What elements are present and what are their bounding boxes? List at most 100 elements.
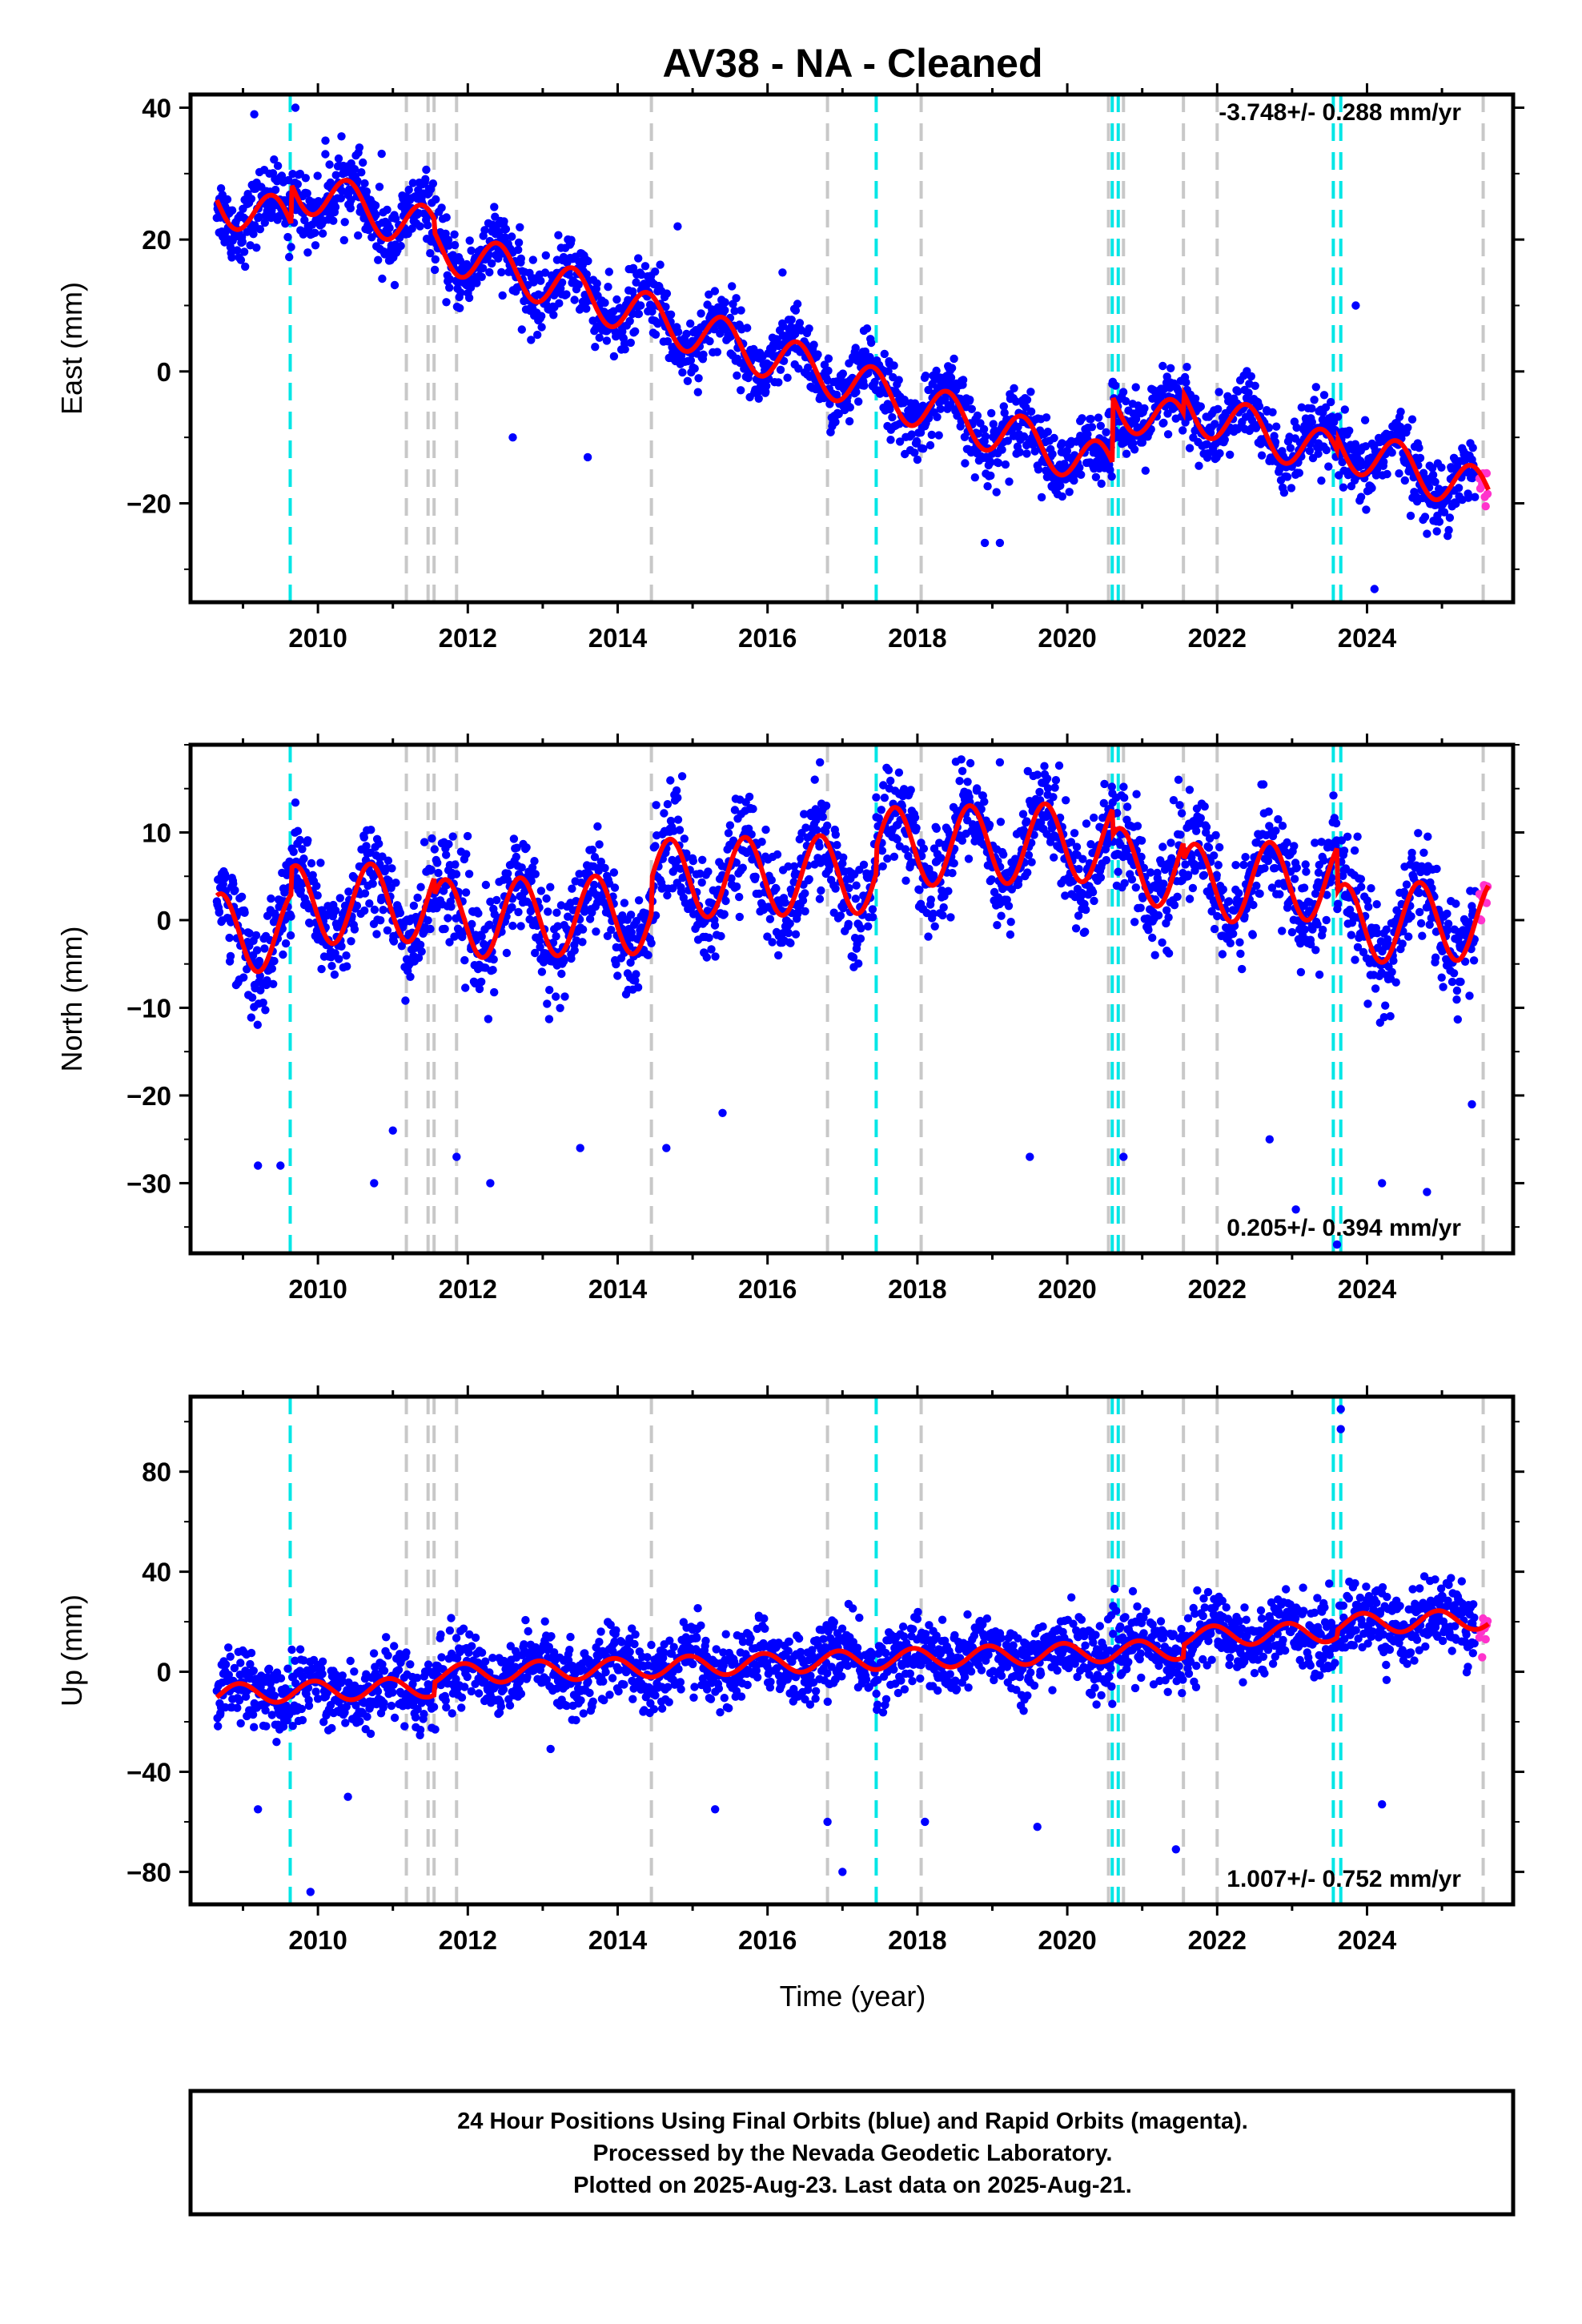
- final-orbit-point: [815, 895, 825, 903]
- final-orbit-point: [1075, 463, 1084, 472]
- final-orbit-point: [1363, 896, 1372, 905]
- final-orbit-point: [1129, 439, 1138, 448]
- final-orbit-point: [256, 986, 265, 995]
- final-orbit-point: [626, 338, 635, 348]
- final-orbit-point: [1454, 484, 1464, 493]
- final-orbit-point: [360, 906, 369, 915]
- final-orbit-point: [1215, 448, 1224, 458]
- final-orbit-point: [864, 368, 873, 378]
- final-orbit-point: [724, 829, 733, 838]
- final-orbit-point: [612, 295, 621, 304]
- final-orbit-point: [666, 310, 676, 319]
- final-orbit-point: [346, 203, 355, 213]
- final-orbit-point: [233, 246, 242, 255]
- final-orbit-point: [359, 833, 368, 842]
- final-orbit-point: [910, 448, 919, 457]
- final-orbit-point: [950, 858, 958, 868]
- final-orbit-point: [250, 1723, 259, 1731]
- x-tick-label: 2024: [1338, 1274, 1397, 1304]
- final-orbit-point: [1006, 930, 1015, 939]
- final-orbit-point: [220, 870, 230, 879]
- final-orbit-point: [237, 892, 247, 902]
- final-orbit-point: [539, 958, 548, 967]
- final-orbit-point: [1026, 407, 1036, 416]
- final-orbit-point: [285, 252, 294, 262]
- final-orbit-point: [1317, 838, 1326, 846]
- final-orbit-point: [383, 205, 391, 215]
- final-orbit-point: [1004, 902, 1014, 911]
- final-orbit-point: [854, 959, 863, 968]
- final-orbit-point: [1130, 918, 1139, 927]
- final-orbit-point: [1088, 887, 1098, 897]
- final-orbit-point: [1407, 912, 1415, 921]
- final-orbit-point: [227, 206, 237, 215]
- final-orbit-point: [932, 824, 942, 834]
- final-orbit-point: [560, 957, 568, 966]
- final-orbit-point: [774, 951, 783, 960]
- final-orbit-point: [492, 895, 501, 905]
- rapid-orbit-point: [1483, 489, 1492, 498]
- final-orbit-point: [922, 908, 931, 918]
- final-orbit-point: [343, 962, 351, 971]
- final-orbit-point: [247, 1013, 255, 1022]
- final-orbit-point: [1210, 851, 1219, 860]
- final-orbit-point: [1264, 807, 1273, 816]
- final-orbit-point: [1343, 832, 1352, 842]
- final-orbit-point: [388, 1126, 397, 1135]
- final-orbit-point: [901, 845, 910, 854]
- final-orbit-point: [508, 232, 516, 241]
- final-orbit-point: [980, 797, 989, 806]
- final-orbit-point: [490, 987, 499, 997]
- x-tick-label: 2012: [439, 623, 497, 653]
- final-orbit-point: [1014, 422, 1022, 432]
- final-orbit-point: [1278, 822, 1287, 830]
- rapid-orbit-point: [1482, 468, 1492, 478]
- final-orbit-point: [287, 243, 295, 251]
- final-orbit-point: [477, 932, 486, 941]
- final-orbit-point: [926, 440, 935, 450]
- final-orbit-point: [456, 288, 465, 297]
- final-orbit-point: [861, 347, 870, 356]
- final-orbit-point: [391, 214, 400, 223]
- final-orbit-point: [490, 910, 499, 919]
- final-orbit-point: [705, 336, 714, 346]
- final-orbit-point: [1445, 513, 1455, 522]
- final-orbit-point: [1432, 864, 1441, 874]
- final-orbit-point: [578, 925, 588, 934]
- final-orbit-point: [1398, 939, 1407, 948]
- final-orbit-point: [423, 221, 432, 230]
- final-orbit-point: [531, 870, 540, 879]
- final-orbit-point: [1137, 852, 1146, 862]
- final-orbit-point: [497, 267, 506, 277]
- final-orbit-point: [224, 1643, 233, 1652]
- final-orbit-point: [600, 298, 609, 308]
- final-orbit-point: [249, 1667, 258, 1675]
- final-orbit-point: [631, 976, 640, 985]
- x-tick-label: 2018: [888, 623, 946, 653]
- final-orbit-point: [1382, 925, 1391, 934]
- final-orbit-point: [255, 225, 265, 234]
- final-orbit-point: [1389, 956, 1398, 965]
- final-orbit-point: [552, 992, 560, 1001]
- final-orbit-point: [862, 324, 872, 333]
- final-orbit-point: [340, 218, 349, 227]
- final-orbit-point: [1224, 897, 1234, 906]
- final-orbit-point: [371, 201, 380, 210]
- final-orbit-point: [1078, 854, 1087, 863]
- final-orbit-point: [1215, 388, 1223, 396]
- final-orbit-point: [1287, 484, 1296, 493]
- x-axis: 2010 2012 2014 2016 2018 2020 2022 2024: [242, 83, 1443, 653]
- rapid-orbit-point: [1481, 502, 1490, 511]
- final-orbit-point: [1468, 444, 1477, 452]
- final-orbit-point: [226, 1652, 235, 1661]
- final-orbit-point: [1452, 995, 1461, 1004]
- final-orbit-point: [1423, 1188, 1431, 1196]
- final-orbit-point: [1263, 856, 1273, 866]
- final-orbit-point: [335, 894, 344, 903]
- final-orbit-point: [1231, 861, 1240, 870]
- final-orbit-point: [590, 853, 600, 862]
- final-orbit-point: [568, 884, 576, 893]
- final-orbit-point: [1133, 822, 1142, 830]
- final-orbit-point: [878, 862, 887, 871]
- final-orbit-point: [682, 849, 691, 858]
